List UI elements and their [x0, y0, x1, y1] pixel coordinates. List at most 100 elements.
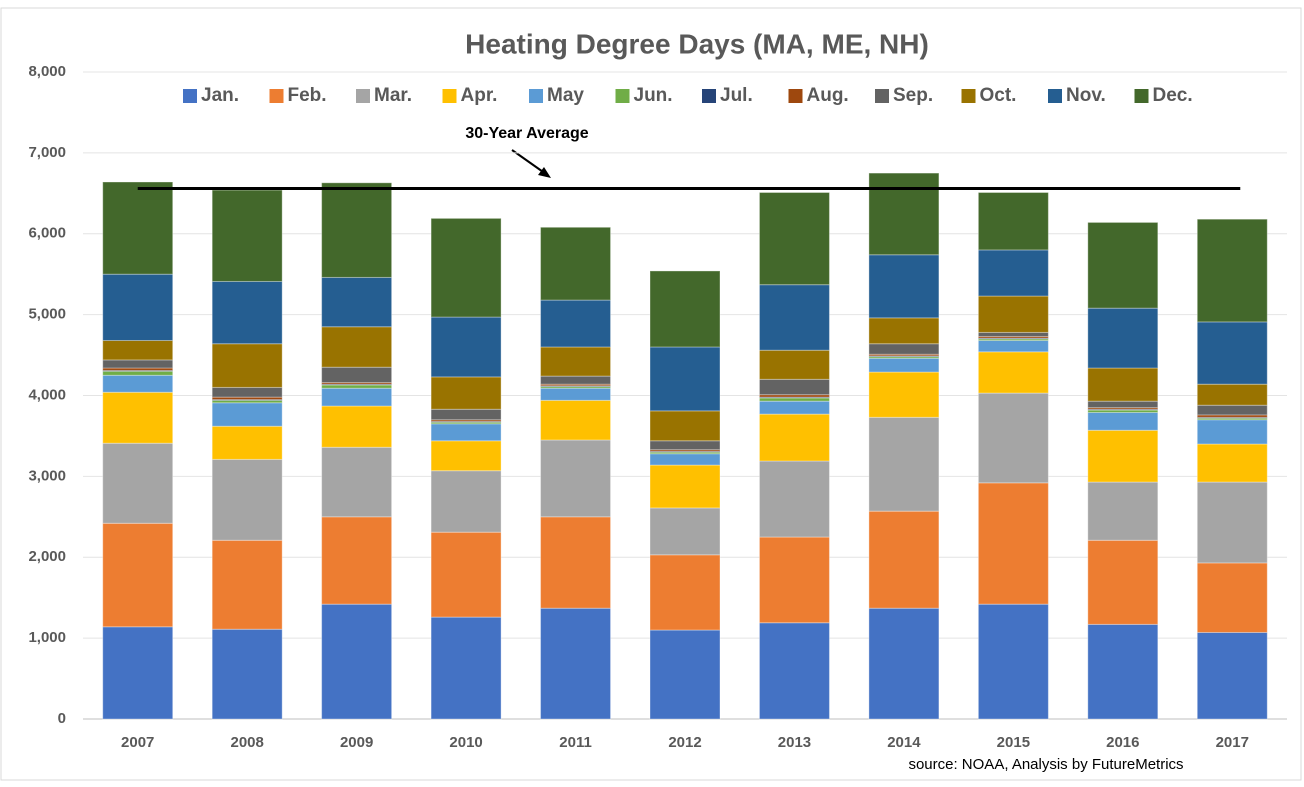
legend-label: Feb.	[288, 85, 327, 106]
bar-segment	[430, 616, 502, 720]
bar-segment	[430, 408, 502, 421]
bar-segment	[540, 299, 612, 348]
legend-swatch	[615, 89, 630, 103]
x-tick-label: 2015	[997, 734, 1030, 751]
bar-segment	[977, 295, 1049, 333]
y-tick-label: 1,000	[28, 629, 66, 646]
bar-segment	[102, 340, 174, 361]
bar-segment	[977, 603, 1049, 720]
bar-segment	[1196, 404, 1268, 416]
bar-segment	[540, 375, 612, 385]
bar-segment	[868, 607, 940, 720]
bar-segment	[649, 507, 721, 556]
bar-segment	[321, 366, 393, 384]
x-tick-label: 2010	[449, 734, 482, 751]
bar-segment	[540, 385, 612, 388]
bar-segment	[1087, 367, 1159, 402]
bar-segment	[868, 254, 940, 319]
bar-segment	[211, 539, 283, 630]
bar-segment	[211, 189, 283, 282]
x-tick-label: 2009	[340, 734, 373, 751]
bar-segment	[977, 338, 1049, 342]
x-tick-label: 2017	[1216, 734, 1249, 751]
bar-segment	[430, 440, 502, 472]
legend-swatch	[356, 89, 370, 103]
y-tick-label: 4,000	[28, 386, 66, 403]
legend-label: Mar.	[374, 85, 412, 106]
bar-segment	[1087, 623, 1159, 720]
bar-segment	[102, 374, 174, 393]
bar-segment	[1196, 414, 1268, 418]
bar-segment	[758, 192, 830, 286]
legend-label: Jun.	[634, 85, 673, 106]
bar-segment	[868, 172, 940, 256]
bar-segment	[1087, 411, 1159, 431]
legend-label: May	[547, 85, 584, 106]
bar-segment	[1196, 631, 1268, 720]
bar-segment	[758, 349, 830, 380]
legend-swatch	[529, 89, 543, 103]
bar-segment	[540, 399, 612, 441]
bar-segment	[1196, 481, 1268, 564]
bar-segment	[321, 446, 393, 518]
bar-segment	[211, 399, 283, 401]
bar-segment	[102, 522, 174, 628]
annotation-arrow	[511, 149, 547, 175]
bar-segment	[1196, 562, 1268, 633]
bar-segment	[977, 392, 1049, 484]
bar-segment	[321, 603, 393, 720]
x-tick-label: 2007	[121, 734, 154, 751]
chart-title: Heating Degree Days (MA, ME, NH)	[465, 28, 929, 59]
bar-segment	[540, 346, 612, 377]
bar-segment	[102, 359, 174, 369]
bar-segment	[1196, 383, 1268, 406]
bar-segment	[430, 470, 502, 533]
bar-segment	[758, 460, 830, 538]
bar-segment	[758, 378, 830, 396]
bar-segment	[1087, 307, 1159, 369]
bar-segment	[1196, 419, 1268, 445]
legend-label: Jan.	[201, 85, 239, 106]
bar-segment	[321, 326, 393, 368]
bar-segment	[430, 531, 502, 618]
bar-segment	[649, 270, 721, 348]
legend-swatch	[1048, 89, 1062, 103]
legend-label: Sep.	[893, 85, 933, 106]
y-tick-label: 8,000	[28, 63, 66, 80]
bar-segment	[102, 391, 174, 444]
bar-segment	[540, 439, 612, 518]
bar-segment	[868, 510, 940, 609]
legend-label: Jul.	[720, 85, 753, 106]
bar-segment	[649, 629, 721, 720]
legend-swatch	[702, 89, 716, 103]
bar-segment	[102, 442, 174, 524]
bar-segment	[649, 554, 721, 631]
annotation-arrowhead	[538, 167, 551, 178]
bar-segment	[649, 453, 721, 466]
bar-segment	[1087, 429, 1159, 483]
bar-segment	[211, 458, 283, 541]
legend-swatch	[1134, 89, 1149, 103]
bar-segment	[102, 273, 174, 342]
bar-segment	[540, 387, 612, 401]
bar-segment	[868, 416, 940, 512]
bar-segment	[868, 357, 940, 373]
legend-swatch	[183, 89, 197, 103]
legend-label: Apr.	[461, 85, 498, 106]
x-tick-label: 2012	[668, 734, 701, 751]
bar-segment	[211, 628, 283, 720]
average-label: 30-Year Average	[465, 125, 588, 142]
bar-segment	[540, 607, 612, 720]
y-tick-label: 0	[58, 710, 66, 727]
y-tick-label: 7,000	[28, 144, 66, 161]
bar-segment	[211, 402, 283, 427]
y-tick-label: 6,000	[28, 225, 66, 242]
legend-swatch	[269, 89, 284, 103]
legend-label: Aug.	[807, 85, 849, 106]
bar-segment	[1087, 539, 1159, 625]
bar-segment	[977, 340, 1049, 353]
x-tick-label: 2008	[230, 734, 263, 751]
bar-segment	[977, 331, 1049, 337]
legend-swatch	[442, 89, 457, 103]
bar-segment	[758, 536, 830, 624]
